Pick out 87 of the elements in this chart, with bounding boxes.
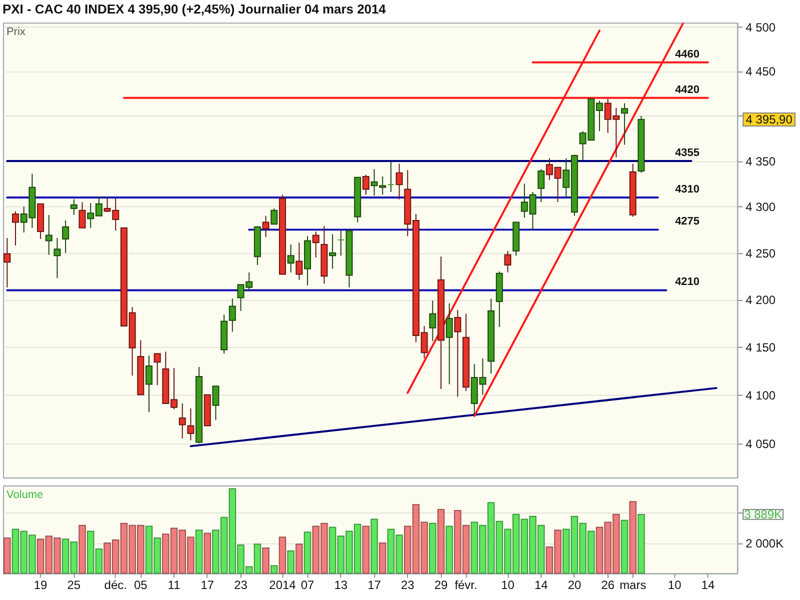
x-tick-label: 23 bbox=[234, 578, 248, 592]
text: 4 395,90 bbox=[746, 112, 793, 127]
bar bbox=[278, 536, 286, 574]
y-axis-title: Volume bbox=[6, 489, 44, 501]
candlestick bbox=[70, 198, 78, 216]
candlestick bbox=[54, 238, 61, 279]
bar bbox=[378, 542, 386, 574]
series-label: 4420 bbox=[675, 84, 700, 96]
candlestick bbox=[312, 231, 320, 258]
candlestick bbox=[78, 202, 86, 228]
bar bbox=[296, 544, 303, 574]
y-tick-label: 4 350 bbox=[746, 154, 776, 168]
bar bbox=[446, 526, 453, 574]
y-tick-label: 4 450 bbox=[746, 64, 776, 79]
x-tick-label: févr. bbox=[454, 578, 478, 592]
candlestick bbox=[454, 309, 462, 398]
x-tick-label: 19 bbox=[34, 578, 48, 592]
bar bbox=[270, 565, 278, 574]
x-tick-label: 10 bbox=[501, 578, 515, 592]
y-tick-label: 4 500 bbox=[746, 20, 776, 35]
x-tick-label: déc. bbox=[104, 578, 127, 592]
candlestick bbox=[154, 353, 161, 386]
text: 3 889K bbox=[744, 507, 782, 522]
candlestick bbox=[262, 215, 270, 238]
bar bbox=[287, 550, 294, 574]
candlestick bbox=[45, 214, 52, 256]
bar bbox=[304, 532, 312, 574]
candlestick bbox=[287, 244, 294, 273]
candlestick bbox=[429, 300, 436, 342]
candlestick bbox=[362, 174, 370, 196]
y-tick-label: 4 200 bbox=[746, 293, 776, 308]
bar bbox=[4, 538, 11, 574]
x-tick-label: 2014 bbox=[269, 578, 296, 592]
x-tick-label: 29 bbox=[434, 578, 448, 592]
x-tick-label: mars bbox=[620, 578, 646, 592]
y-tick-label: 4 150 bbox=[746, 340, 776, 354]
candlestick bbox=[12, 210, 20, 246]
candlestick bbox=[145, 354, 152, 413]
y-tick-label: 4 300 bbox=[746, 200, 776, 214]
series-label: 4210 bbox=[675, 276, 700, 288]
candlestick bbox=[446, 302, 453, 385]
candlestick bbox=[396, 163, 403, 200]
x-tick-label: 13 bbox=[334, 578, 348, 592]
x-tick-label: 20 bbox=[568, 578, 582, 592]
bar bbox=[437, 508, 445, 574]
bar bbox=[195, 530, 203, 574]
y-tick-label: 4 100 bbox=[746, 388, 776, 402]
bar bbox=[429, 522, 436, 574]
bar bbox=[370, 518, 378, 574]
x-tick-label: 10 bbox=[668, 578, 682, 592]
x-tick-label: 05 bbox=[134, 578, 148, 592]
chart-title: PXI - CAC 40 INDEX 4 395,90 (+2,45%) Journalier 04 mars 2014 bbox=[2, 2, 387, 17]
x-tick-label: 11 bbox=[168, 578, 181, 592]
bar bbox=[204, 532, 212, 574]
series-label: 4460 bbox=[675, 48, 700, 60]
candlestick bbox=[538, 168, 545, 203]
candlestick bbox=[296, 242, 303, 280]
candlestick bbox=[212, 386, 220, 420]
candlestick bbox=[228, 298, 236, 332]
candlestick bbox=[387, 161, 394, 192]
series-label: 4310 bbox=[675, 183, 700, 196]
x-tick-label: 23 bbox=[400, 578, 415, 592]
candlestick bbox=[62, 220, 70, 254]
y-axis-title: Prix bbox=[6, 26, 26, 38]
bar bbox=[262, 548, 270, 574]
x-tick-label: 25 bbox=[67, 578, 81, 592]
candlestick bbox=[504, 250, 512, 273]
y-tick-label: 4 050 bbox=[746, 436, 776, 451]
bar bbox=[629, 501, 636, 574]
candlestick bbox=[329, 234, 336, 270]
candlestick bbox=[4, 238, 11, 288]
candlestick bbox=[270, 208, 278, 225]
x-tick-label: 14 bbox=[534, 578, 548, 592]
bar bbox=[78, 524, 86, 574]
y-tick-label: 2 000K bbox=[746, 536, 784, 551]
series-label: 4275 bbox=[675, 216, 700, 228]
y-tick-label: 4 250 bbox=[746, 246, 776, 260]
x-tick-label: 17 bbox=[200, 578, 214, 592]
candlestick bbox=[621, 102, 628, 146]
x-tick-label: 17 bbox=[368, 578, 382, 592]
x-tick-label: 14 bbox=[701, 578, 715, 592]
bar bbox=[638, 514, 645, 574]
x-tick-label: 07 bbox=[300, 578, 314, 592]
series-label: 4355 bbox=[675, 147, 700, 159]
x-tick-label: 26 bbox=[601, 578, 615, 592]
bar bbox=[620, 520, 628, 574]
bar bbox=[362, 526, 370, 574]
